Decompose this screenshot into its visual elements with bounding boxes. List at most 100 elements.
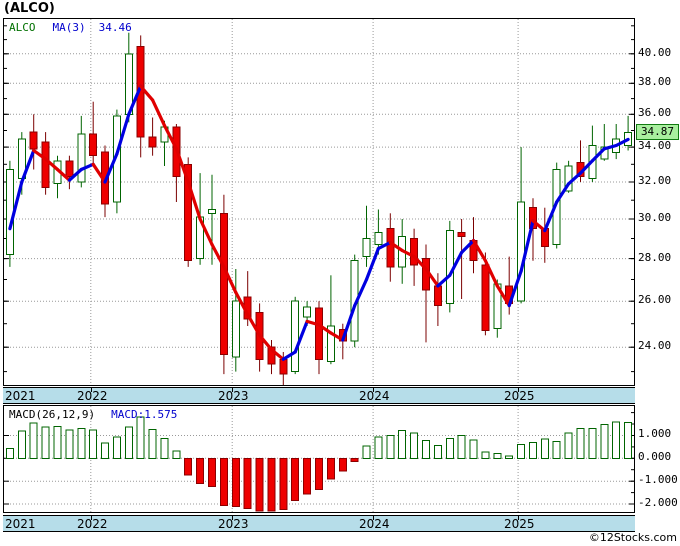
candle-body [77, 133, 86, 183]
macd-bar [505, 455, 514, 459]
year-label: 2021 [5, 389, 36, 403]
page-title: (ALCO) [4, 1, 55, 16]
year-label: 2022 [77, 517, 108, 531]
macd-bar [338, 457, 347, 472]
ma-line-segment [590, 147, 606, 163]
candle-body [219, 212, 228, 355]
candle-body [65, 160, 74, 178]
ma-line-segment [531, 219, 547, 233]
price-tick-label: 28.00 [638, 250, 672, 264]
macd-bar [540, 438, 549, 459]
ma-line-segment [234, 290, 250, 317]
ma-line-segment [79, 162, 95, 172]
ma-line-segment [341, 304, 357, 342]
ma-label: MA(3) [52, 21, 86, 34]
macd-tick-label: -1.000 [638, 473, 678, 487]
ma-line-segment [198, 217, 214, 247]
candle-body [315, 307, 323, 360]
ma-line-segment [103, 152, 119, 184]
price-tick-label: 34.00 [638, 139, 672, 153]
price-tick-label: 30.00 [638, 211, 672, 225]
year-tick [91, 516, 92, 520]
year-tick [91, 388, 92, 392]
candle-body [362, 238, 371, 258]
symbol-label: ALCO [9, 21, 36, 34]
macd-bar [255, 457, 264, 512]
macd-bar [552, 440, 561, 459]
macd-legend: MACD(26,12,9) MACD:1.575 [9, 408, 177, 421]
candle-body [41, 141, 50, 188]
price-tick-label: 40.00 [638, 45, 672, 59]
price-tick-label: 38.00 [638, 75, 672, 89]
last-price-badge: 34.87 [636, 124, 679, 140]
macd-bar [481, 451, 490, 459]
year-label: 2025 [504, 389, 535, 403]
price-tick-label: 24.00 [638, 339, 672, 353]
macd-bar [386, 435, 395, 459]
ma-line-segment [246, 313, 262, 337]
year-tick [518, 516, 519, 520]
macd-bar [576, 427, 585, 459]
macd-bar [624, 421, 633, 459]
year-label: 2024 [359, 389, 390, 403]
ma-line-segment [483, 259, 499, 288]
macd-bar [612, 421, 621, 459]
candle-body [208, 209, 216, 214]
ma-line-segment [293, 319, 309, 354]
candle-body [303, 306, 312, 318]
macd-tick-label: 0.000 [638, 450, 672, 464]
year-label: 2023 [218, 517, 249, 531]
macd-bar [77, 428, 86, 459]
macd-bar [433, 445, 442, 459]
ma-line-segment [222, 265, 238, 294]
year-label: 2025 [504, 517, 535, 531]
ma-line-segment [400, 248, 416, 259]
ma-line-segment [424, 267, 440, 288]
ma-line-segment [151, 98, 167, 128]
ma-line-segment [186, 180, 202, 221]
ma-line-segment [8, 180, 24, 231]
ma-line-segment [127, 84, 143, 116]
year-tick [232, 388, 233, 392]
year-tick [373, 388, 374, 392]
ma-line-segment [460, 238, 476, 255]
x-axis-band-top: 2021 2022 2023 2024 2025 [3, 387, 635, 404]
ma-line-segment [139, 84, 155, 102]
macd-tick-label: -2.000 [638, 496, 678, 509]
ma-line-segment [43, 157, 60, 172]
candle-body [410, 238, 419, 266]
macd-histogram-chart [4, 406, 634, 512]
candle-body [231, 300, 240, 358]
candle-body [89, 133, 98, 157]
ma-line-segment [162, 123, 178, 151]
macd-panel [3, 405, 635, 513]
ma-line-segment [471, 238, 487, 263]
ma-line-segment [353, 277, 369, 308]
macd-bar [291, 457, 300, 502]
price-tick-label: 36.00 [638, 106, 672, 120]
macd-bar [219, 457, 228, 506]
macd-bar [101, 442, 109, 459]
year-tick [518, 388, 519, 392]
candle-body [517, 201, 526, 302]
macd-bar [29, 422, 38, 459]
macd-bar [41, 426, 50, 459]
ma-line-segment [305, 319, 321, 327]
candle-body [279, 358, 288, 375]
candle-body [481, 264, 490, 332]
macd-bar [112, 436, 121, 459]
year-label: 2021 [5, 517, 36, 531]
macd-bar [493, 453, 502, 459]
ma-line-segment [317, 323, 333, 335]
ma-line-segment [555, 182, 571, 204]
macd-bar [326, 457, 335, 480]
candle-body [529, 207, 537, 230]
ma-line-segment [210, 242, 226, 269]
macd-bar [529, 441, 537, 459]
macd-bar [303, 457, 312, 495]
ma-line-segment [174, 147, 190, 184]
ma-line-segment [412, 255, 428, 271]
macd-bar [53, 425, 62, 459]
macd-bar [315, 457, 323, 491]
candle-body [445, 230, 454, 304]
